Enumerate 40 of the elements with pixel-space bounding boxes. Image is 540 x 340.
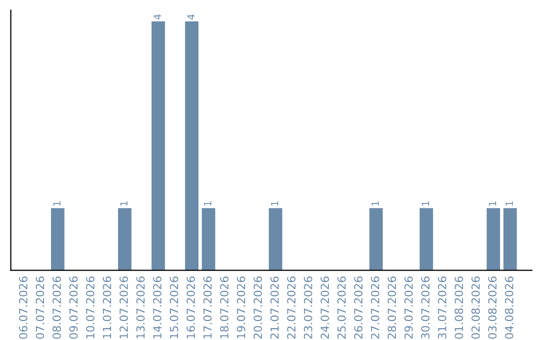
x-tick-label: 06.07.2026 xyxy=(19,276,28,339)
x-tick-label: 10.07.2026 xyxy=(86,276,94,338)
x-tick-label: 27.07.2026 xyxy=(370,276,380,339)
x-tick-label: 23.07.2026 xyxy=(304,276,312,339)
x-tick-label: 12.07.2026 xyxy=(120,276,128,338)
x-tick-label: 03.08.2026 xyxy=(488,276,497,339)
data-label: 1 xyxy=(506,201,513,206)
x-tick-label: 20.07.2026 xyxy=(254,276,262,339)
x-tick-label: 24.07.2026 xyxy=(320,276,330,339)
x-tick-label: 07.07.2026 xyxy=(36,276,44,339)
data-label: 4 xyxy=(187,14,194,20)
x-tick-label: 11.07.2026 xyxy=(102,276,112,338)
data-label: 1 xyxy=(120,201,128,206)
x-tick-label: 01.08.2026 xyxy=(454,276,464,339)
x-tick-label: 16.07.2026 xyxy=(186,276,195,338)
x-tick-label: 22.07.2026 xyxy=(287,276,296,339)
x-tick-label: 21.07.2026 xyxy=(270,276,279,339)
x-tick-label: 31.07.2026 xyxy=(438,276,446,339)
x-tick-label: 17.07.2026 xyxy=(203,276,212,338)
x-tick-label: 09.07.2026 xyxy=(69,276,78,339)
x-tick-label: 02.08.2026 xyxy=(471,276,480,339)
x-tick-label: 30.07.2026 xyxy=(421,276,430,339)
x-tick-label: 04.08.2026 xyxy=(504,276,514,339)
x-tick-label: 08.07.2026 xyxy=(52,276,61,339)
data-label: 4 xyxy=(154,14,161,20)
x-tick-label: 18.07.2026 xyxy=(220,276,228,338)
x-tick-label: 13.07.2026 xyxy=(136,276,145,338)
data-label: 1 xyxy=(372,201,379,206)
x-tick-label: 28.07.2026 xyxy=(388,276,396,339)
x-tick-label: 29.07.2026 xyxy=(404,276,413,339)
x-tick-label: 15.07.2026 xyxy=(170,276,178,338)
data-label: 1 xyxy=(271,201,278,206)
x-tick-label: 26.07.2026 xyxy=(354,276,363,339)
x-tick-label: 14.07.2026 xyxy=(153,276,162,338)
data-label: 1 xyxy=(53,201,60,206)
data-label: 1 xyxy=(488,201,496,206)
data-label: 1 xyxy=(204,201,212,206)
data-label: 1 xyxy=(422,201,430,206)
x-tick-label: 25.07.2026 xyxy=(337,276,346,339)
x-tick-label: 19.07.2026 xyxy=(236,276,246,338)
